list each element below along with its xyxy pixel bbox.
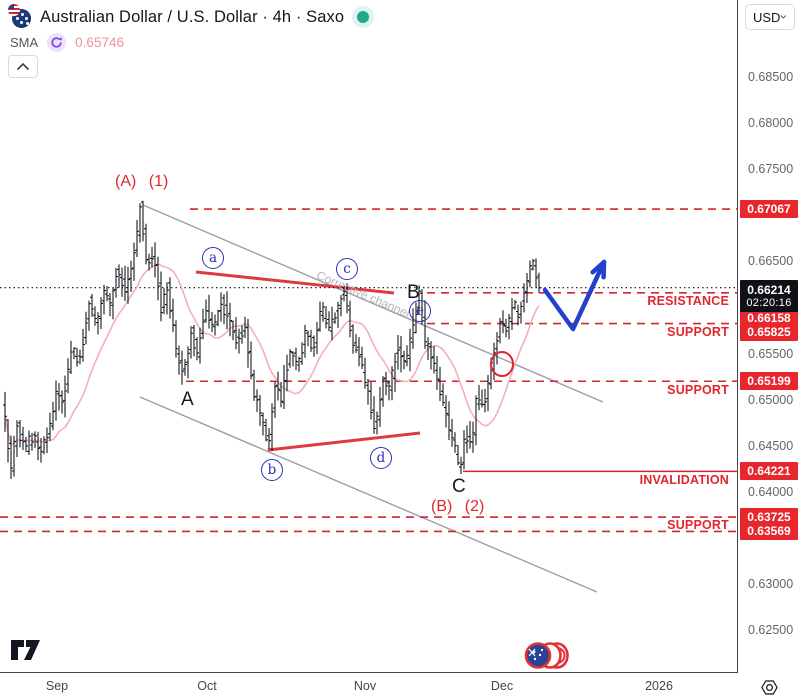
wave-label-red-0: (A) (1) <box>115 173 169 190</box>
breakout-circle-annotation <box>490 351 514 377</box>
gear-icon <box>761 679 778 695</box>
support-level-2-price-badge: 0.65199 <box>740 372 798 391</box>
channel-upper-line <box>142 204 604 403</box>
wave-label-C: C <box>452 476 466 497</box>
sma-loading-icon <box>47 33 67 52</box>
wave-label-red-1: (B) (2) <box>431 498 485 515</box>
currency-selector-button[interactable]: USD <box>745 4 795 30</box>
collapse-pane-button[interactable] <box>8 55 38 78</box>
level-67067-price-badge: 0.67067 <box>740 200 798 219</box>
time-tick-2026: 2026 <box>645 679 673 693</box>
price-tick: 0.67500 <box>748 162 794 177</box>
price-tick: 0.68000 <box>748 116 794 131</box>
chart-canvas[interactable]: RESISTANCE SUPPORT SUPPORT INVALIDATION SUPP… <box>0 0 738 673</box>
invalidation-level-label: INVALIDATION <box>639 473 729 487</box>
price-tick: 0.62500 <box>748 623 794 637</box>
channel-lower-line <box>139 396 598 593</box>
price-tick: 0.63000 <box>748 576 794 591</box>
chevron-down-icon <box>780 15 787 19</box>
wave-circle-c: c <box>336 258 358 280</box>
time-tick-Oct: Oct <box>197 679 217 693</box>
support-level-3-price-badge: 0.63725 <box>740 508 798 527</box>
currency-label: USD <box>753 9 781 25</box>
wave-label-B: B <box>407 282 420 303</box>
chart-legend-header[interactable]: Australian Dollar / U.S. Dollar · 4h · S… <box>8 4 375 28</box>
wave-circle-d: d <box>370 447 392 469</box>
axis-settings-button[interactable] <box>739 674 800 700</box>
time-tick-Nov: Nov <box>353 679 377 693</box>
price-axis[interactable]: USD 0.67067 0.66158 0.65825 0.65199 0.64221 0… <box>739 0 800 673</box>
support-level-1-price-badge: 0.65825 <box>740 322 798 341</box>
tradingview-logo[interactable] <box>10 638 42 667</box>
ohlc-bar-ticks <box>3 201 541 472</box>
time-tick-Sep: Sep <box>45 679 69 693</box>
wave-label-A: A <box>181 389 194 410</box>
wave-circle-b: b <box>261 459 283 481</box>
sma-value: 0.65746 <box>75 35 124 50</box>
audusd-flag-icon <box>8 4 32 28</box>
market-status-icon <box>352 6 375 28</box>
price-tick: 0.66500 <box>748 254 794 269</box>
support-level-3-label: SUPPORT <box>667 518 729 532</box>
support-level-1-label: SUPPORT <box>667 325 729 339</box>
trendline-lower <box>267 431 421 452</box>
time-tick-Dec: Dec <box>490 679 514 693</box>
sma-label: SMA <box>10 35 39 50</box>
price-tick: 0.65500 <box>748 346 794 361</box>
resistance-level-label: RESISTANCE <box>647 294 729 308</box>
price-tick: 0.65000 <box>748 392 794 407</box>
symbol-title: Australian Dollar / U.S. Dollar · 4h · S… <box>40 7 345 26</box>
wave-circle-a: a <box>202 247 224 269</box>
support-level-4-price-badge: 0.63569 <box>740 522 798 541</box>
sma-line <box>4 263 540 446</box>
price-tick: 0.64000 <box>748 484 794 499</box>
wave-circle-e: e <box>409 300 431 322</box>
last-price-badge: 0.66214 02:20:16 <box>740 279 798 312</box>
support-level-2-label: SUPPORT <box>667 383 729 397</box>
sma-legend-row[interactable]: SMA 0.65746 <box>10 33 124 52</box>
forecast-arrow <box>542 259 607 332</box>
invalidation-level-price-badge: 0.64221 <box>740 462 798 481</box>
forecast-arrowhead <box>590 259 607 275</box>
trendline-upper <box>195 270 395 295</box>
price-tick: 0.64500 <box>748 438 794 453</box>
price-tick: 0.68500 <box>748 70 794 84</box>
price-chart-svg <box>0 200 738 593</box>
coins-watermark-icon <box>524 642 570 674</box>
time-axis[interactable]: Sep Oct Nov Dec 2026 <box>0 674 738 700</box>
